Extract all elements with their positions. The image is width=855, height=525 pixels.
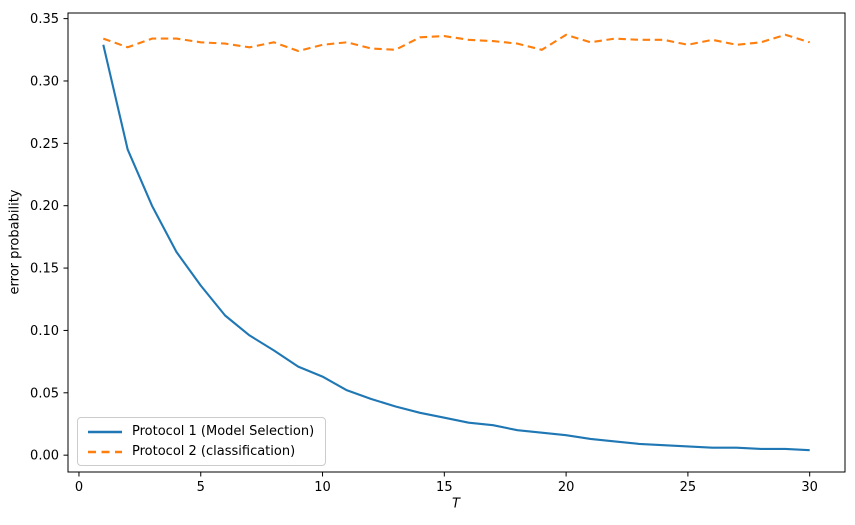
legend-entry: Protocol 2 (classification) [87,444,314,459]
x-tick-label: 30 [801,480,818,495]
y-tick-label: 0.05 [30,386,59,401]
y-tick-label: 0.35 [30,12,59,27]
x-tick-label: 0 [75,480,83,495]
legend-line-sample [88,430,122,433]
series-line-2 [102,33,811,53]
legend-entry: Protocol 1 (Model Selection) [87,424,314,439]
y-tick-label: 0.25 [30,137,59,152]
series-line-1 [102,44,810,452]
plot-border [67,12,846,473]
x-tick-label: 15 [436,480,453,495]
y-tick-label: 0.15 [30,262,59,277]
y-tick-label: 0.10 [30,324,59,339]
legend-line-sample [88,450,122,453]
x-axis-label: T [452,496,460,512]
x-tick-label: 10 [314,480,331,495]
legend-label: Protocol 1 (Model Selection) [132,424,315,439]
x-tick-label: 25 [680,480,697,495]
y-axis-label: error probability [7,189,23,295]
legend: Protocol 1 (Model Selection) Protocol 2 (… [77,417,327,466]
y-tick-label: 0.00 [30,449,59,464]
y-tick-label: 0.20 [30,199,59,214]
x-tick-label: 5 [197,480,205,495]
x-tick-label: 20 [558,480,575,495]
y-tick-label: 0.30 [30,74,59,89]
legend-label: Protocol 2 (classification) [132,444,296,459]
